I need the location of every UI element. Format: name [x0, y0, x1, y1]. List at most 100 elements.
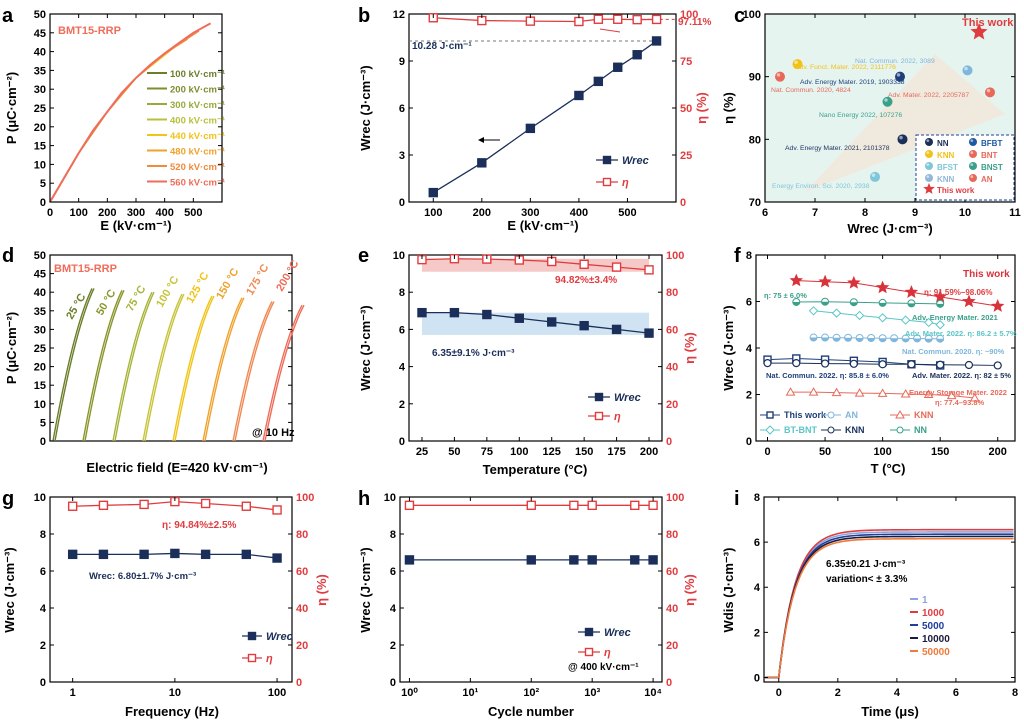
- wrec-point: [644, 328, 654, 338]
- y-axis-title: P (μC·cm⁻²): [4, 312, 19, 384]
- y2-tick-label: 20: [666, 640, 678, 652]
- data-point: [946, 390, 957, 400]
- eta-point: [611, 262, 622, 272]
- y-tick-label: 50: [34, 250, 46, 262]
- series-eta: [421, 258, 650, 271]
- hysteresis-curve: [232, 301, 273, 442]
- legend-marker: [895, 409, 905, 419]
- x-tick-label: 10²: [523, 687, 539, 699]
- x-tick-label: 1: [70, 687, 76, 699]
- y-tick-label: 4: [40, 603, 47, 615]
- y-tick-label: 10: [384, 492, 396, 504]
- y-tick-label: 8: [390, 529, 396, 541]
- x-tick-label: 0: [764, 446, 770, 458]
- y-tick-label: 15: [34, 141, 46, 153]
- eta-point: [613, 14, 623, 24]
- data-point: [900, 315, 911, 325]
- annotation: η: 91.59%–98.06%: [924, 288, 993, 297]
- legend-label: This work: [784, 410, 827, 420]
- legend-label: BT-BNT: [784, 425, 817, 435]
- legend-marker: [925, 138, 933, 146]
- y-tick-label: 2: [399, 399, 405, 411]
- annotation: 6.35±0.21 J·cm⁻³: [826, 559, 906, 570]
- eta-point: [579, 259, 589, 269]
- wrec-point: [514, 313, 524, 323]
- wrec-point: [648, 555, 658, 565]
- y-tick-label: 70: [749, 197, 761, 209]
- x-tick-label: 100: [424, 207, 442, 219]
- y-tick-label: 2: [390, 640, 396, 652]
- x-tick-label: 50: [819, 446, 831, 458]
- legend-marker: [765, 425, 775, 435]
- y-tick-label: 8: [399, 287, 405, 299]
- data-point: [878, 360, 887, 369]
- y2-tick-label: 0: [666, 436, 672, 448]
- y-tick-label: 40: [34, 287, 46, 299]
- annotation: Adv. Energy Mater. 2021: [912, 313, 998, 322]
- x-axis-title: Temperature (°C): [483, 462, 588, 477]
- series-wrec: [432, 40, 657, 194]
- legend-label: η: [266, 653, 273, 665]
- ball-highlight: [926, 163, 930, 167]
- y-tick-label: 2: [754, 627, 760, 639]
- wrec-point: [67, 549, 78, 560]
- legend-label: η: [614, 411, 621, 423]
- curve-a: [49, 45, 177, 203]
- y-tick-label: 6: [754, 537, 760, 549]
- series-line: [796, 301, 941, 305]
- annotation: η: 94.84%±2.5%: [162, 520, 237, 531]
- y-tick-label: 10: [34, 492, 46, 504]
- discharge-curve: [764, 533, 1014, 679]
- legend-label: 10000: [922, 634, 950, 645]
- x-tick-label: 75: [481, 446, 493, 458]
- this-work-point: [818, 274, 832, 288]
- y-tick-label: 9: [399, 56, 405, 68]
- legend-label: KNN: [914, 410, 934, 420]
- y2-tick-label: 0: [680, 197, 686, 209]
- y2-tick-label: 60: [666, 566, 678, 578]
- x-tick-label: 100: [873, 446, 891, 458]
- legend-label: 50000: [922, 647, 950, 658]
- literature-point: [897, 134, 908, 145]
- legend-label: NN: [937, 139, 949, 148]
- hysteresis-curve: [84, 290, 125, 442]
- legend-label: 520 kV·cm⁻¹: [170, 162, 225, 173]
- wrec-point: [98, 549, 109, 560]
- y2-tick-label: 60: [666, 324, 678, 336]
- hysteresis-curve: [112, 291, 153, 442]
- wrec-point: [139, 549, 149, 560]
- wrec-point: [593, 76, 604, 87]
- x-tick-label: 2: [835, 687, 841, 699]
- annotation: Adv. Mater. 2022. η: 82 ± 5%: [912, 371, 1011, 380]
- legend-marker: [247, 631, 257, 641]
- y-tick-label: 45: [34, 28, 46, 40]
- y-tick-label: 12: [393, 9, 405, 21]
- y-axis-title: Wrec (J·cm⁻³): [358, 547, 373, 632]
- legend-label: Wrec: [604, 627, 631, 639]
- y2-tick-label: 100: [296, 492, 314, 504]
- y2-tick-label: 40: [296, 603, 308, 615]
- data-point: [820, 359, 830, 368]
- legend-marker: [766, 411, 774, 419]
- y2-tick-label: 80: [666, 529, 678, 541]
- eta-point: [98, 500, 109, 511]
- panel-letter: c: [734, 5, 745, 27]
- series-wrec: [421, 312, 650, 334]
- curve-a: [49, 22, 211, 203]
- literature-point: [870, 171, 880, 182]
- legend-marker: [602, 155, 612, 165]
- literature-point: [985, 87, 995, 98]
- eta-point: [525, 16, 536, 26]
- annotation: variation< ± 3.3%: [826, 574, 907, 585]
- legend-label: η: [604, 647, 611, 659]
- y-tick-label: 50: [34, 9, 46, 21]
- y2-axis-title: η (%): [694, 92, 709, 124]
- ball-highlight: [970, 163, 974, 167]
- y-tick-label: 4: [390, 603, 397, 615]
- hysteresis-curve: [262, 304, 303, 442]
- data-point: [792, 359, 801, 368]
- y-tick-label: 8: [754, 492, 760, 504]
- x-tick-label: 10: [169, 687, 181, 699]
- x-tick-label: 7: [812, 207, 818, 219]
- wrec-point: [579, 320, 589, 331]
